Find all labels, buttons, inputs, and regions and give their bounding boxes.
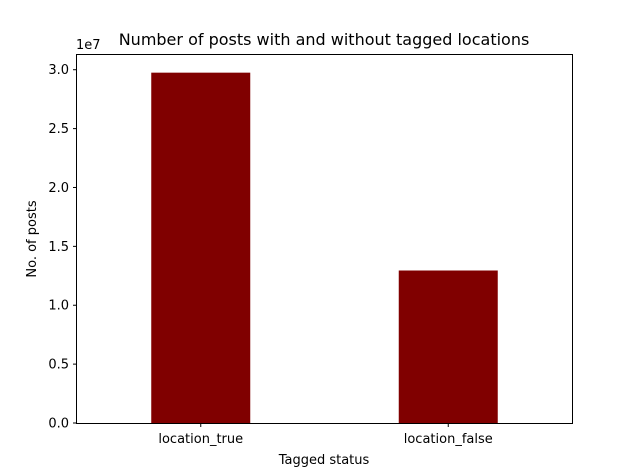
bar-location-false [398,270,498,423]
x-tick-label: location_false [404,432,493,447]
chart-title: Number of posts with and without tagged … [119,30,530,49]
y-tick-label: 0.5 [48,358,69,373]
y-tick-label: 3.0 [48,63,69,78]
y-tick-label: 2.0 [48,181,69,196]
plot-area: 0.0 0.5 1.0 1.5 2.0 2.5 3.0 location_true locati… [48,63,498,447]
axes-frame [76,54,573,424]
y-tick-label: 1.5 [48,240,69,255]
bar-location-true [151,72,251,423]
y-axis-label: No. of posts [25,200,40,277]
y-tick-label: 0.0 [48,417,69,432]
y-tick-label: 1.0 [48,299,69,314]
x-tick-label: location_true [158,432,243,447]
x-axis-label: Tagged status [278,453,370,468]
y-tick-label: 2.5 [48,122,69,137]
y-offset-text: 1e7 [76,38,101,53]
